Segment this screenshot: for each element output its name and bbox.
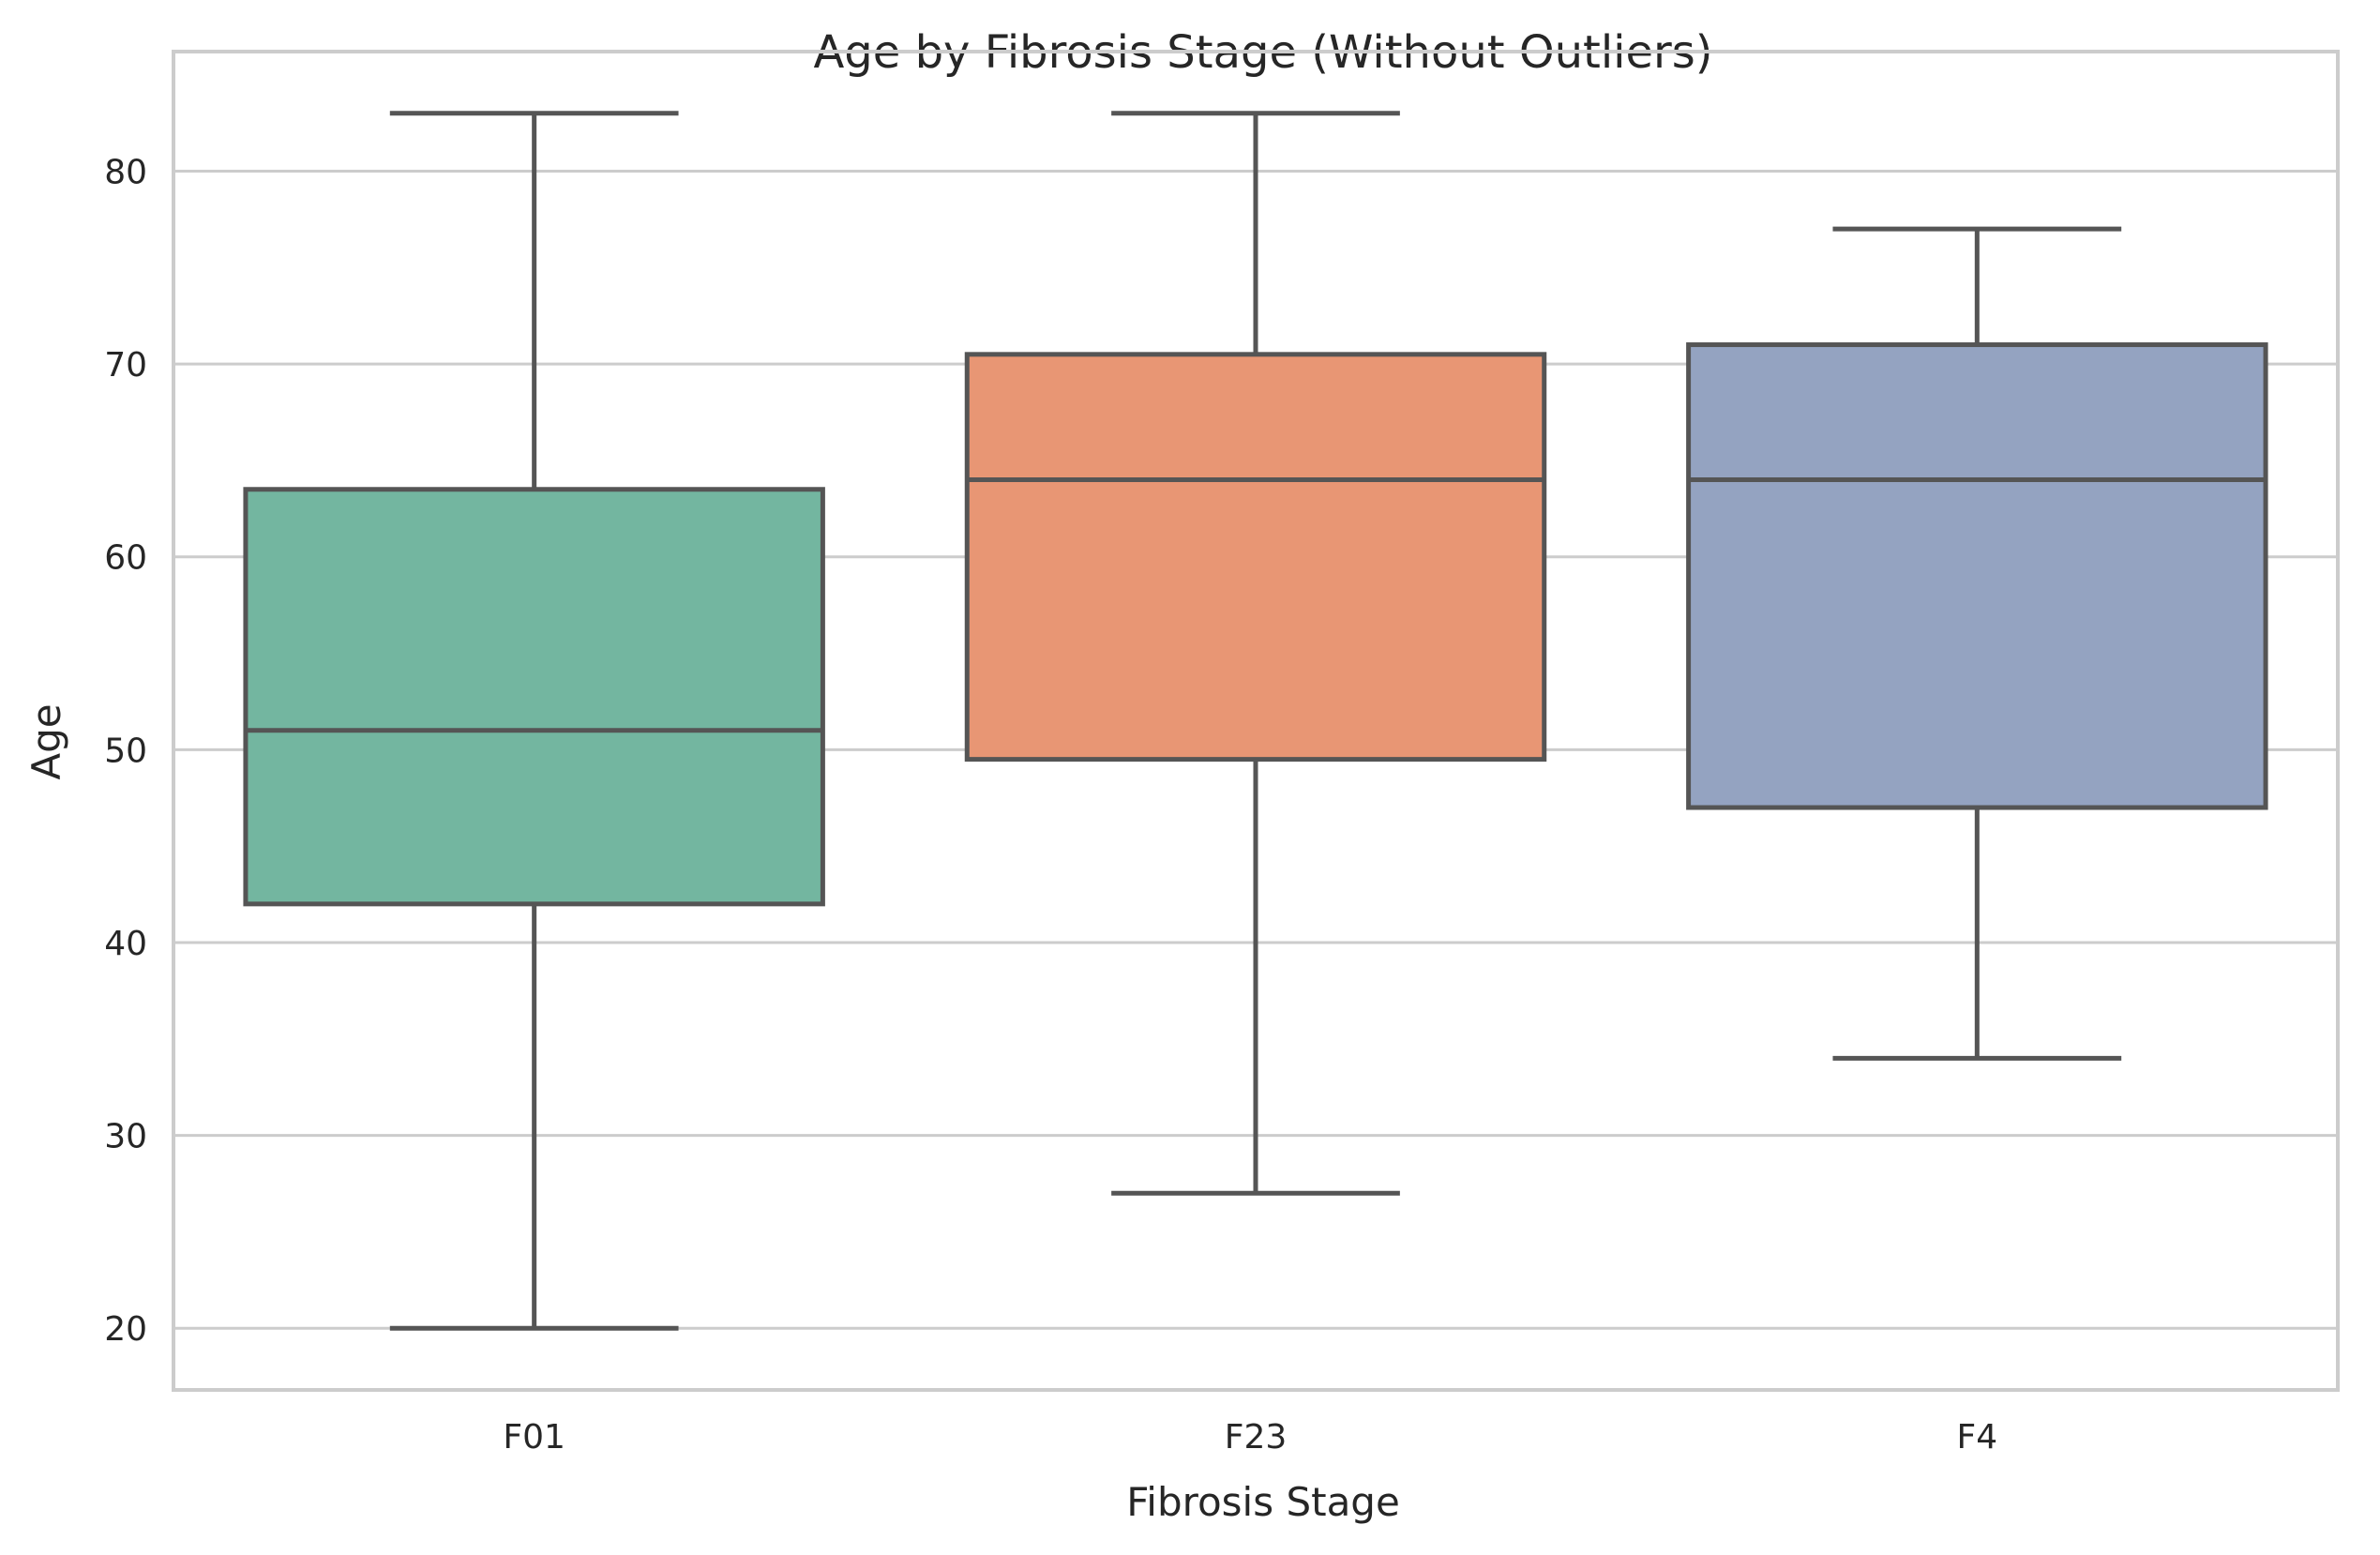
y-tick-label-40: 40 (104, 925, 147, 963)
x-tick-label-F01: F01 (503, 1418, 565, 1457)
y-tick-label-50: 50 (104, 732, 147, 770)
plot-frame (172, 50, 2340, 1392)
box-iqr (243, 487, 825, 907)
y-axis-label: Age (23, 703, 69, 779)
box-group-F23 (964, 111, 1547, 1196)
y-tick-label-20: 20 (104, 1310, 147, 1349)
box-iqr (964, 352, 1547, 762)
y-tick-label-30: 30 (104, 1118, 147, 1156)
y-tick-label-70: 70 (104, 346, 147, 385)
x-tick-label-F23: F23 (1225, 1418, 1288, 1457)
x-axis-label: Fibrosis Stage (1126, 1479, 1400, 1525)
box-group-F4 (1686, 226, 2268, 1061)
plot-boxes (243, 111, 2268, 1331)
box-iqr (1686, 342, 2268, 810)
y-axis-ticks: 20 30 40 50 60 70 80 (104, 153, 147, 1349)
y-tick-label-80: 80 (104, 153, 147, 191)
x-tick-label-F4: F4 (1957, 1418, 1998, 1457)
y-tick-label-60: 60 (104, 539, 147, 578)
box-group-F01 (243, 111, 825, 1331)
x-axis-ticks: F01 F23 F4 (503, 1418, 1997, 1457)
